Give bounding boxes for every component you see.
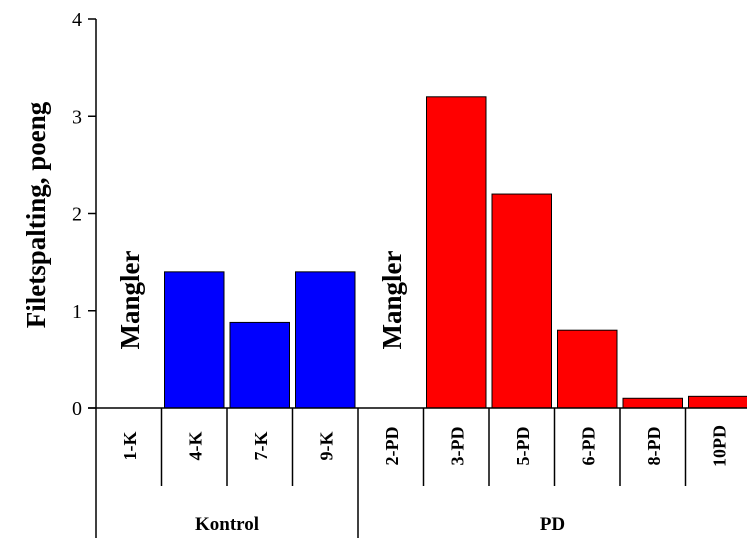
- labels-layer: 0 1 2 3 4 Filetspalting, poeng 1-K 4-K 7-K 9-K 2-P…: [21, 9, 729, 535]
- category-label-4-K: 4-K: [185, 432, 205, 461]
- y-tick-label: 4: [72, 9, 82, 31]
- category-label-7-K: 7-K: [251, 432, 271, 461]
- category-label-9-K: 9-K: [316, 432, 336, 461]
- category-label-10PD: 10PD: [709, 425, 729, 467]
- bar-6-PD: [557, 329, 618, 409]
- bar-7-K: [229, 321, 290, 409]
- y-tick-label: 2: [72, 204, 82, 226]
- bar-4-K: [164, 271, 225, 409]
- missing-label-1-K: Mangler: [115, 251, 145, 350]
- y-axis-title: Filetspalting, poeng: [21, 101, 51, 328]
- category-label-8-PD: 8-PD: [644, 427, 664, 466]
- missing-label-2-PD: Mangler: [377, 251, 407, 350]
- y-tick-label: 0: [72, 398, 82, 420]
- bar-9-K: [295, 271, 356, 409]
- group-label-kontrol: Kontrol: [195, 514, 259, 535]
- category-label-6-PD: 6-PD: [578, 427, 598, 466]
- category-label-2-PD: 2-PD: [382, 427, 402, 466]
- bar-8-PD: [622, 397, 683, 409]
- bar-10PD: [688, 395, 747, 409]
- y-tick-label: 1: [72, 301, 82, 323]
- group-label-pd: PD: [540, 514, 565, 535]
- category-label-5-PD: 5-PD: [513, 427, 533, 466]
- axes-layer: [88, 18, 747, 538]
- category-label-1-K: 1-K: [120, 432, 140, 461]
- bar-5-PD: [491, 193, 552, 409]
- y-tick-label: 3: [72, 106, 82, 128]
- bar-3-PD: [426, 96, 487, 409]
- category-label-3-PD: 3-PD: [447, 427, 467, 466]
- bars-layer: [164, 96, 747, 409]
